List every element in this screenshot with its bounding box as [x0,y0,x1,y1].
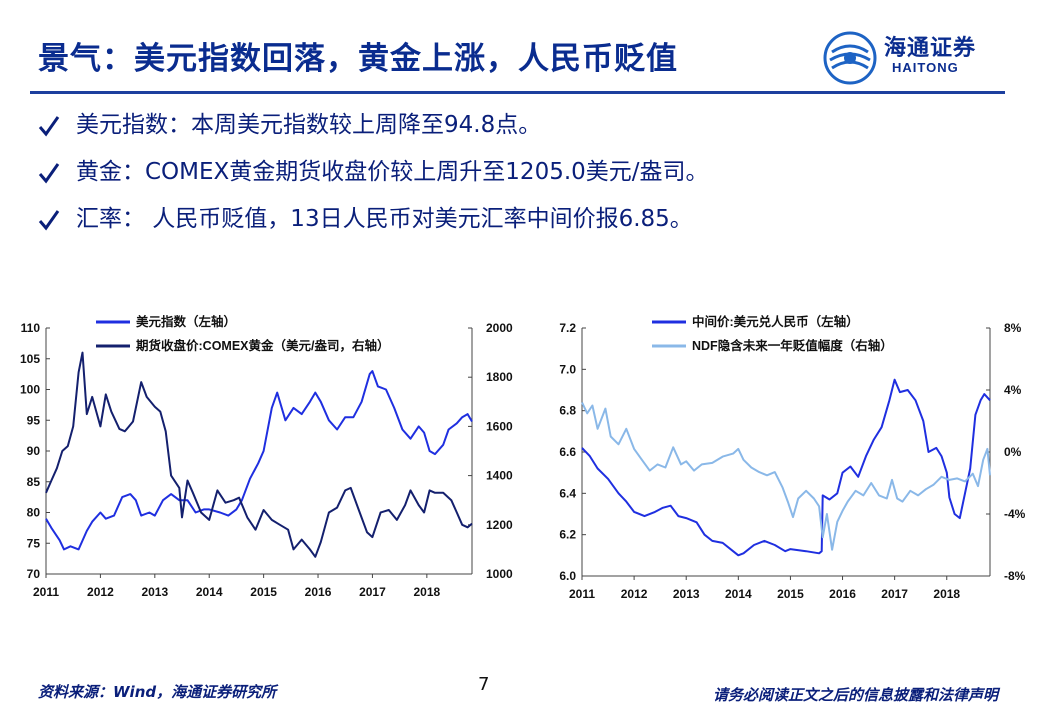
right-y-tick-label: 0% [1004,445,1022,459]
left-y-tick-label: 85 [27,475,41,489]
x-tick-label: 2015 [250,585,277,599]
slide-title: 景气：美元指数回落，黄金上涨，人民币贬值 [38,41,678,77]
legend-label: 美元指数（左轴） [136,314,236,329]
right-y-tick-label: 1200 [486,518,513,532]
right-y-tick-label: 4% [1004,383,1022,397]
x-tick-label: 2016 [829,587,856,601]
bullet-text: 汇率： 人民币贬值，13日人民币对美元汇率中间价报6.85。 [76,206,693,232]
x-tick-label: 2014 [725,587,752,601]
x-tick-label: 2013 [141,585,168,599]
source-note: 资料来源：Wind，海通证券研究所 [38,683,277,701]
bullet-text: 黄金：COMEX黄金期货收盘价较上周升至1205.0美元/盎司。 [76,159,709,185]
left-y-tick-label: 6.2 [559,528,576,542]
legend-label: 中间价:美元兑人民币（左轴） [692,314,859,329]
check-icon [38,116,60,137]
x-tick-label: 2012 [621,587,648,601]
cny-ndf-chart: 6.0 6.2 6.4 6.6 6.8 7.0 7.2 -8% -4% 0% 4% 8% 2011 201… [559,314,1026,601]
x-tick-label: 2011 [569,587,595,601]
usd-gold-chart: 70 75 80 85 90 95 100 105 110 1000 1200 1400 1600 180… [20,314,513,599]
right-y-tick-label: 8% [1004,321,1022,335]
right-y-tick-label: -4% [1004,507,1026,521]
left-y-tick-label: 7.0 [559,362,576,376]
x-tick-label: 2013 [673,587,700,601]
right-y-tick-label: 1600 [486,419,513,433]
title-divider [30,91,1005,94]
x-tick-label: 2017 [881,587,908,601]
haitong-logo: 海通证券 HAITONG [820,28,1020,88]
bullet-text: 美元指数：本周美元指数较上周降至94.8点。 [76,112,542,138]
page-number: 7 [478,674,490,695]
x-tick-label: 2015 [777,587,804,601]
x-tick-label: 2012 [87,585,114,599]
left-y-tick-label: 100 [20,383,40,397]
legend-label: 期货收盘价:COMEX黄金（美元/盎司，右轴） [136,338,389,353]
series-line-0 [45,370,473,551]
left-y-tick-label: 6.8 [559,404,576,418]
series-line-1 [45,351,473,558]
left-y-tick-label: 6.0 [559,569,576,583]
logo-english-name: HAITONG [892,60,959,75]
disclaimer: 请务必阅读正文之后的信息披露和法律声明 [712,686,998,704]
x-tick-label: 2018 [413,585,440,599]
x-tick-label: 2014 [196,585,223,599]
left-y-tick-label: 105 [20,352,40,366]
check-icon [38,210,60,231]
left-y-tick-label: 90 [27,444,41,458]
x-tick-label: 2016 [305,585,332,599]
right-y-tick-label: 2000 [486,321,513,335]
x-tick-label: 2011 [33,585,59,599]
x-tick-label: 2017 [359,585,386,599]
left-y-tick-label: 6.6 [559,445,576,459]
left-y-tick-label: 75 [27,536,41,550]
haitong-emblem-icon [823,31,877,85]
logo-chinese-name: 海通证券 [884,35,977,61]
right-y-tick-label: 1000 [486,567,513,581]
x-tick-label: 2018 [933,587,960,601]
left-y-tick-label: 70 [27,567,41,581]
left-y-tick-label: 6.4 [559,486,576,500]
left-y-tick-label: 95 [27,413,41,427]
series-line-1 [581,401,991,551]
left-y-tick-label: 80 [27,506,41,520]
legend-label: NDF隐含未来一年贬值幅度（右轴） [692,338,893,353]
series-line-0 [581,378,991,557]
check-icon [38,163,60,184]
left-y-tick-label: 7.2 [559,321,576,335]
right-y-tick-label: -8% [1004,569,1026,583]
right-y-tick-label: 1800 [486,370,513,384]
left-y-tick-label: 110 [21,321,41,335]
right-y-tick-label: 1400 [486,469,513,483]
